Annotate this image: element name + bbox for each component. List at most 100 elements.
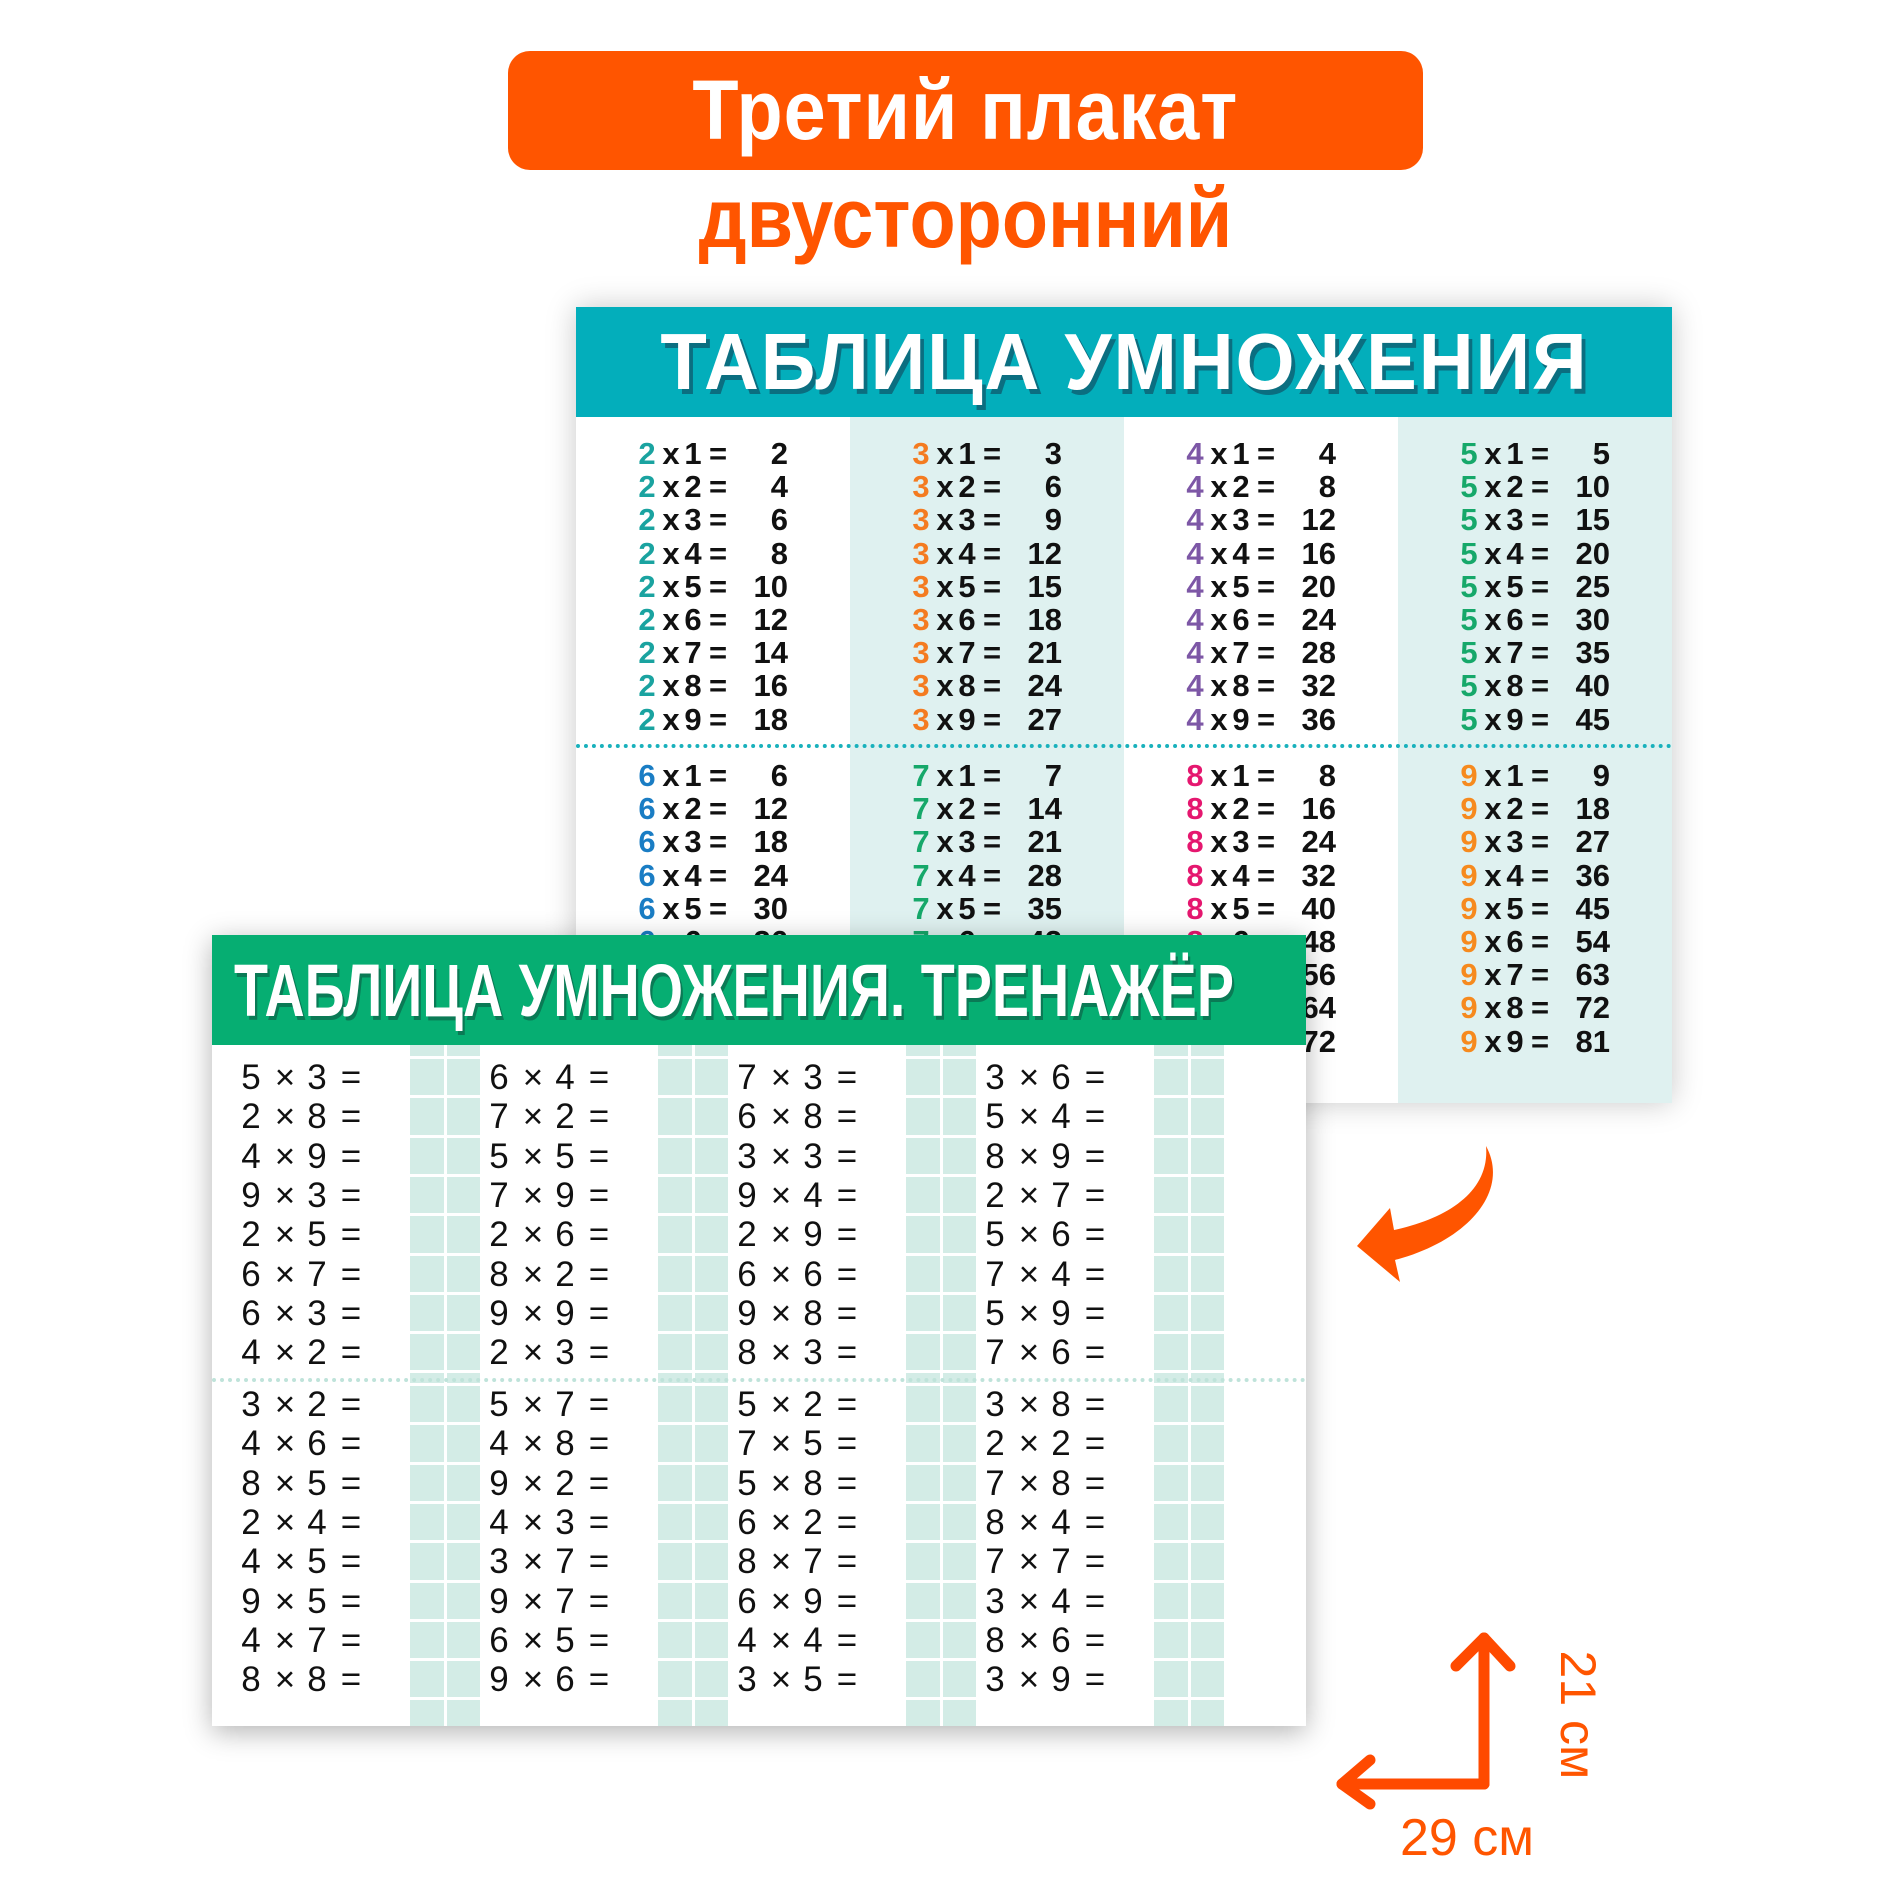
times-sign: x [936, 535, 954, 571]
base-digit: 6 [638, 890, 656, 926]
factor-b: 5 [307, 1463, 327, 1503]
base-digit: 3 [912, 602, 930, 637]
times-sign: × [1018, 1293, 1040, 1333]
equals-sign: = [1084, 1581, 1106, 1621]
times-sign: x [662, 436, 680, 471]
equals-sign: = [1530, 469, 1550, 505]
product: 24 [1301, 824, 1336, 860]
factor-b: 3 [555, 1333, 575, 1373]
times-sign: x [1210, 602, 1228, 637]
product: 6 [770, 758, 788, 793]
multiplier: 3 [684, 502, 702, 538]
base-digit: 6 [638, 758, 656, 793]
product: 8 [1318, 758, 1336, 793]
equals-sign: = [588, 1463, 610, 1503]
product: 18 [753, 701, 788, 737]
exercise-row: 8 × 5 = [238, 1464, 402, 1503]
table-row: 6 x 4 = 24 [636, 859, 796, 892]
factor-b: 4 [555, 1058, 575, 1097]
base-digit: 9 [1460, 924, 1478, 959]
multiplier: 9 [1506, 701, 1524, 737]
times-sign: x [1210, 791, 1228, 827]
table-row: 3 x 1 = 3 [910, 437, 1070, 470]
exercise-row: 7 × 4 = [982, 1255, 1146, 1294]
exercise-row: 3 × 2 = [238, 1385, 402, 1424]
product: 24 [753, 857, 788, 893]
product: 20 [1575, 535, 1610, 571]
times-sign: x [1484, 436, 1502, 471]
subtitle: двусторонний [508, 168, 1423, 268]
product: 6 [770, 502, 788, 538]
exercise-row: 4 × 7 = [238, 1621, 402, 1660]
equals-sign: = [340, 1463, 362, 1503]
factor-a: 9 [241, 1175, 261, 1215]
table-row: 7 x 2 = 14 [910, 792, 1070, 825]
multiplier: 7 [1506, 635, 1524, 671]
times-sign: x [936, 502, 954, 538]
factor-b: 8 [803, 1463, 823, 1503]
base-digit: 3 [912, 502, 930, 538]
title-banner: Третий плакат [508, 51, 1423, 170]
base-digit: 2 [638, 502, 656, 538]
product: 24 [1027, 668, 1062, 704]
multiplier: 2 [684, 469, 702, 505]
table-row: 2 x 2 = 4 [636, 470, 796, 503]
equals-sign: = [340, 1581, 362, 1621]
product: 16 [753, 668, 788, 704]
exercise-row: 8 × 9 = [982, 1137, 1146, 1176]
equals-sign: = [1256, 857, 1276, 893]
factor-a: 9 [489, 1293, 509, 1333]
exercise-row: 5 × 7 = [486, 1385, 650, 1424]
equals-sign: = [588, 1333, 610, 1373]
base-digit: 4 [1186, 469, 1204, 505]
multiplier: 5 [1232, 568, 1250, 604]
factor-a: 5 [985, 1215, 1005, 1255]
table-row: 6 x 3 = 18 [636, 825, 796, 858]
equals-sign: = [982, 824, 1002, 860]
equals-sign: = [982, 568, 1002, 604]
times-sign: x [1210, 502, 1228, 538]
table-row: 4 x 4 = 16 [1184, 537, 1344, 570]
factor-b: 8 [307, 1660, 327, 1700]
multiplier: 5 [958, 890, 976, 926]
base-digit: 2 [638, 568, 656, 604]
table-row: 2 x 4 = 8 [636, 537, 796, 570]
equals-sign: = [708, 701, 728, 737]
exercise-row: 8 × 2 = [486, 1255, 650, 1294]
equals-sign: = [588, 1175, 610, 1215]
equals-sign: = [340, 1620, 362, 1660]
factor-b: 7 [1051, 1542, 1071, 1582]
factor-b: 3 [307, 1175, 327, 1215]
multiplier: 2 [1232, 791, 1250, 827]
factor-b: 8 [307, 1097, 327, 1137]
base-digit: 3 [912, 668, 930, 704]
product: 72 [1575, 990, 1610, 1026]
multiplier: 1 [958, 758, 976, 793]
table-row: 5 x 4 = 20 [1458, 537, 1618, 570]
base-digit: 5 [1460, 469, 1478, 505]
table-row: 4 x 7 = 28 [1184, 636, 1344, 669]
times-sign: × [522, 1502, 544, 1542]
table-row: 4 x 8 = 32 [1184, 669, 1344, 702]
base-digit: 4 [1186, 502, 1204, 538]
factor-b: 7 [307, 1620, 327, 1660]
factor-a: 8 [241, 1660, 261, 1700]
base-digit: 4 [1186, 602, 1204, 637]
factor-a: 9 [241, 1581, 261, 1621]
product: 27 [1575, 824, 1610, 860]
table-row: 5 x 8 = 40 [1458, 669, 1618, 702]
times-sign: × [274, 1660, 296, 1700]
table-row: 2 x 8 = 16 [636, 669, 796, 702]
exercise-row: 5 × 4 = [982, 1097, 1146, 1136]
product: 9 [1044, 502, 1062, 538]
equals-sign: = [1530, 602, 1550, 637]
times-sign: x [936, 469, 954, 505]
times-sign: x [1210, 535, 1228, 571]
factor-a: 6 [737, 1502, 757, 1542]
product: 21 [1027, 635, 1062, 671]
table-row: 9 x 4 = 36 [1458, 859, 1618, 892]
exercise-row: 8 × 8 = [238, 1660, 402, 1699]
times-sign: x [662, 824, 680, 860]
multiplier: 6 [1506, 924, 1524, 959]
product: 12 [753, 602, 788, 637]
